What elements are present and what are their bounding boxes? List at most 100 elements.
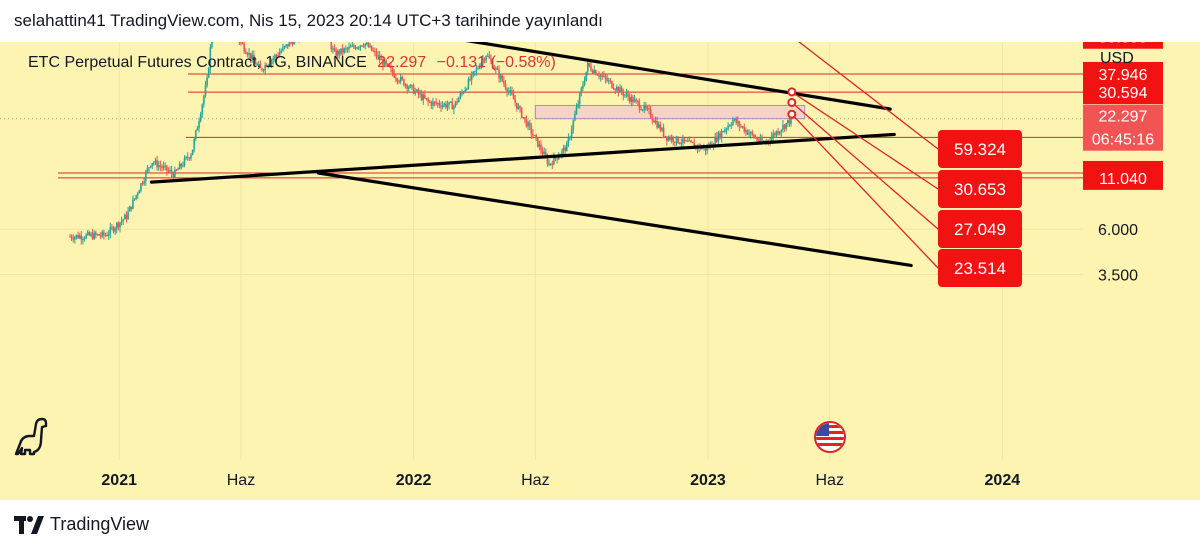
candle-body: [583, 80, 586, 86]
candle-body: [119, 222, 121, 228]
candle-body: [127, 211, 129, 219]
candle-body: [677, 136, 679, 143]
candle-body: [612, 87, 615, 90]
candle-body: [546, 156, 549, 164]
candle-body: [780, 129, 783, 132]
candle-body: [480, 63, 483, 68]
candle-body: [790, 116, 792, 124]
candle-body: [728, 125, 731, 127]
candle-body: [478, 67, 481, 69]
candle-body: [596, 74, 599, 76]
candle-body: [716, 136, 718, 142]
candle-body: [461, 92, 463, 94]
candle-body: [751, 132, 754, 135]
candle-body: [720, 131, 723, 138]
candle-body: [470, 73, 473, 81]
candle-body: [72, 238, 75, 240]
candle-body: [462, 92, 465, 94]
candle-body: [585, 71, 587, 81]
candle-body: [638, 102, 641, 109]
candle-body: [169, 170, 171, 172]
candle-body: [688, 140, 691, 142]
candle-body: [717, 132, 720, 142]
candle-body: [259, 63, 262, 69]
target-label-box: [938, 170, 1022, 208]
trend-line: [316, 171, 913, 268]
candle-body: [341, 48, 344, 53]
candle-body: [746, 130, 749, 135]
candle-body: [167, 170, 170, 172]
candle-body: [449, 101, 452, 103]
candle-body: [374, 51, 376, 53]
candle-body: [440, 105, 442, 108]
candle-body: [619, 87, 621, 93]
candle-body: [170, 170, 173, 174]
candle-body: [775, 131, 778, 136]
candle-body: [188, 157, 191, 159]
chart-panel[interactable]: 76.08959.05537.94630.59417.86311.70211.0…: [0, 42, 1200, 500]
candle-body: [532, 133, 534, 136]
candle-body: [109, 227, 112, 234]
candle-body: [727, 125, 729, 129]
candle-body: [148, 167, 150, 169]
candle-body: [446, 105, 449, 108]
candle-body: [425, 98, 428, 100]
candle-body: [267, 65, 270, 67]
level-label: 30.594: [1099, 85, 1148, 102]
candle-body: [603, 75, 605, 77]
candle-body: [666, 136, 668, 141]
x-tick-label: Haz: [227, 472, 255, 489]
candle-body: [357, 47, 360, 49]
candle-body: [117, 223, 120, 228]
target-label-box: [938, 130, 1022, 168]
candle-body: [722, 131, 725, 133]
candle-body: [680, 143, 683, 145]
price-chart[interactable]: 76.08959.05537.94630.59417.86311.70211.0…: [0, 42, 1200, 500]
candle-body: [396, 78, 399, 82]
candle-body: [586, 62, 589, 72]
candle-body: [174, 169, 176, 178]
candle-body: [541, 150, 544, 155]
candle-body: [288, 42, 291, 47]
candle-body: [738, 121, 741, 127]
candle-body: [254, 60, 257, 65]
candle-body: [499, 75, 502, 79]
candle-body: [749, 132, 752, 134]
candle-body: [675, 136, 678, 143]
candle-body: [482, 59, 484, 64]
candle-body: [164, 165, 166, 167]
grid: [0, 42, 1083, 460]
candle-body: [736, 121, 739, 123]
candle-body: [361, 45, 363, 47]
candle-body: [477, 68, 479, 70]
candle-body: [743, 126, 746, 132]
candle-body: [336, 50, 339, 57]
candle-body: [672, 137, 675, 142]
candle-body: [98, 234, 100, 236]
candle-body: [391, 68, 394, 73]
candle-body: [204, 85, 207, 96]
candle-body: [385, 60, 387, 64]
candle-body: [159, 165, 162, 167]
candle-body: [704, 147, 707, 151]
candle-body: [248, 52, 250, 56]
candle-body: [545, 152, 547, 157]
trend-line: [149, 132, 896, 184]
price-zone: [534, 104, 806, 120]
candle-body: [548, 163, 550, 165]
candle-body: [261, 68, 263, 71]
candle-body: [782, 124, 784, 130]
candle-body: [483, 59, 486, 61]
level-label-box: [1083, 42, 1163, 49]
candle-body: [686, 140, 689, 142]
candle-body: [422, 94, 425, 100]
candle-body: [724, 129, 726, 133]
candle-body: [469, 79, 471, 81]
candle-body: [662, 127, 665, 136]
x-tick-label: 2023: [690, 472, 726, 489]
candle-body: [415, 89, 418, 92]
candle-body: [278, 52, 281, 56]
candle-body: [567, 137, 570, 144]
zone-layer: [534, 104, 806, 120]
candle-body: [370, 45, 373, 51]
